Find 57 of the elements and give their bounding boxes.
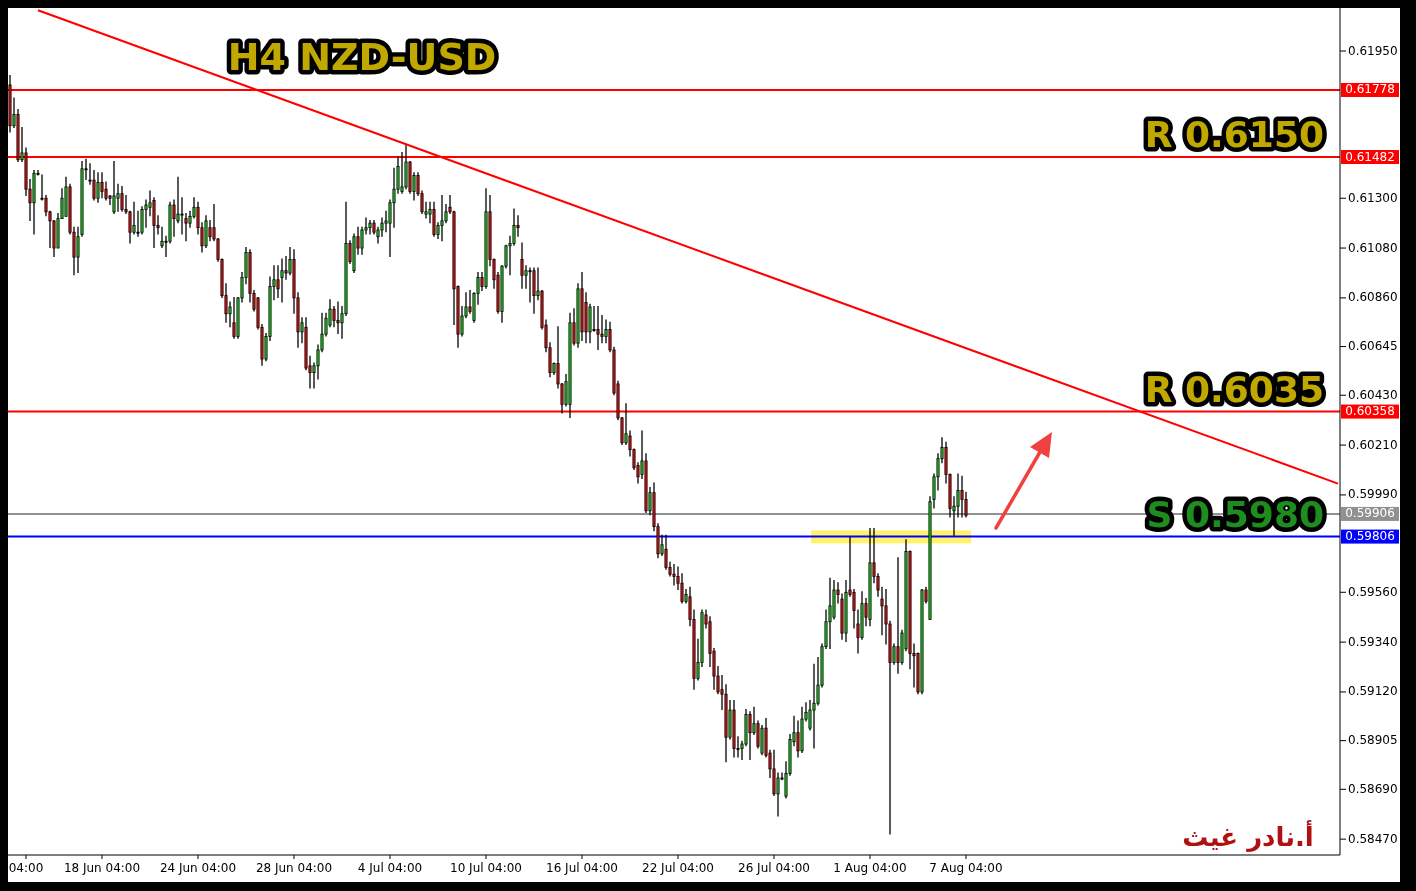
candlestick — [776, 771, 780, 818]
x-tick-label: 16 Jul 04:00 — [546, 861, 618, 875]
ref-line-label: 0.59806 — [1345, 529, 1395, 544]
candlestick — [132, 201, 136, 236]
x-tick-label: 04:00 — [8, 861, 44, 875]
y-tick-label: 0.59990 — [1348, 487, 1398, 502]
candlestick — [96, 171, 100, 204]
annotation: S 0.5980 — [1146, 493, 1324, 535]
candlestick — [596, 305, 600, 351]
x-tick-label: 7 Aug 04:00 — [929, 861, 1003, 875]
candlestick — [100, 171, 104, 199]
ref-line-label: 0.59906 — [1345, 506, 1395, 521]
candlestick — [284, 255, 288, 281]
candlestick — [120, 185, 124, 213]
x-tick-label: 18 Jun 04:00 — [63, 861, 141, 875]
candlestick — [336, 300, 340, 335]
candlestick — [960, 475, 964, 519]
y-tick-label: 0.61300 — [1348, 190, 1398, 205]
x-tick-label: 10 Jul 04:00 — [450, 861, 522, 875]
candlestick — [796, 719, 800, 759]
x-tick-label: 4 Jul 04:00 — [357, 861, 423, 875]
candlestick — [672, 563, 676, 587]
y-tick-label: 0.59120 — [1348, 684, 1398, 699]
candlestick — [232, 296, 236, 340]
annotation: R 0.6035 — [1144, 368, 1324, 410]
y-tick-label: 0.60430 — [1348, 387, 1398, 402]
candlestick — [528, 266, 532, 304]
candlestick — [592, 305, 596, 333]
y-tick-label: 0.61080 — [1348, 240, 1398, 255]
x-tick-label: 28 Jun 04:00 — [255, 861, 333, 875]
annotation: أ.نادر غيث — [1182, 820, 1314, 852]
candlestick — [748, 710, 752, 761]
x-tick-label: 22 Jul 04:00 — [642, 861, 714, 875]
candlestick — [828, 577, 832, 650]
candlestick — [440, 194, 444, 242]
x-tick-label: 24 Jun 04:00 — [159, 861, 237, 875]
text: H4 NZD-USD — [227, 35, 497, 79]
y-tick-label: 0.58905 — [1348, 733, 1398, 748]
annotation: R 0.6150 — [1144, 114, 1324, 156]
candlestick — [280, 257, 284, 304]
candlestick — [896, 556, 900, 675]
y-tick-label: 0.61950 — [1348, 43, 1398, 58]
x-tick-label: 26 Jul 04:00 — [738, 861, 810, 875]
y-tick-label: 0.59560 — [1348, 584, 1398, 599]
y-tick-label: 0.60860 — [1348, 290, 1398, 305]
y-tick-label: 0.58470 — [1348, 831, 1398, 846]
y-tick-label: 0.60210 — [1348, 437, 1398, 452]
ref-line-label: 0.60358 — [1345, 404, 1395, 419]
ref-line-label: 0.61778 — [1345, 82, 1395, 97]
ref-line-label: 0.61482 — [1345, 149, 1395, 164]
y-tick-label: 0.60645 — [1348, 339, 1398, 354]
y-tick-label: 0.58690 — [1348, 781, 1398, 796]
candlestick — [112, 160, 116, 215]
candlestick — [520, 241, 524, 290]
x-tick-label: 1 Aug 04:00 — [833, 861, 907, 875]
candlestick — [208, 219, 212, 242]
y-tick-label: 0.59340 — [1348, 634, 1398, 649]
